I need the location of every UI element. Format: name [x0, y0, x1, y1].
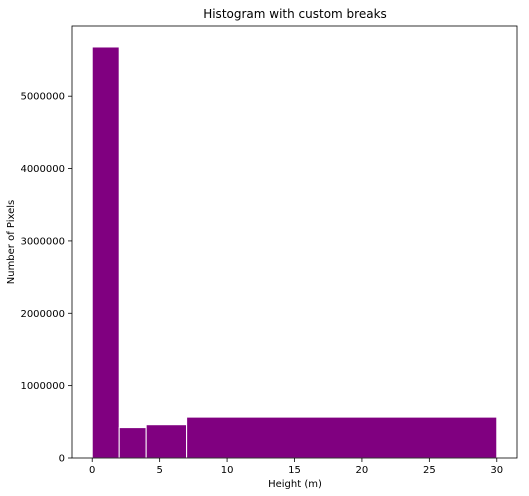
x-tick-label: 0	[89, 465, 95, 476]
x-tick-label: 10	[221, 465, 234, 476]
x-tick-label: 15	[288, 465, 301, 476]
y-tick-label: 0	[59, 454, 65, 465]
y-axis-label: Number of Pixels	[6, 200, 17, 285]
x-tick-label: 5	[156, 465, 162, 476]
y-tick-label: 5000000	[20, 92, 65, 103]
y-tick-label: 1000000	[20, 381, 65, 392]
histogram-bar-3	[186, 416, 498, 459]
plot-frame	[71, 25, 518, 459]
x-axis-ticks: 0 5 10 15 20 25 30	[89, 458, 503, 476]
chart-title: Histogram with custom breaks	[203, 7, 387, 21]
x-tick-label: 25	[423, 465, 436, 476]
y-tick-label: 3000000	[20, 236, 65, 247]
histogram-bar-0	[91, 46, 120, 459]
x-tick-label: 20	[356, 465, 369, 476]
bars-group	[91, 46, 498, 459]
histogram-bar-2	[145, 424, 188, 459]
y-axis-ticks: 0 1000000 2000000 3000000 4000000 5000000	[20, 92, 72, 465]
x-axis-label: Height (m)	[268, 479, 322, 490]
y-tick-label: 4000000	[20, 164, 65, 175]
x-tick-label: 30	[490, 465, 503, 476]
histogram-bar-1	[118, 427, 147, 459]
y-tick-label: 2000000	[20, 309, 65, 320]
